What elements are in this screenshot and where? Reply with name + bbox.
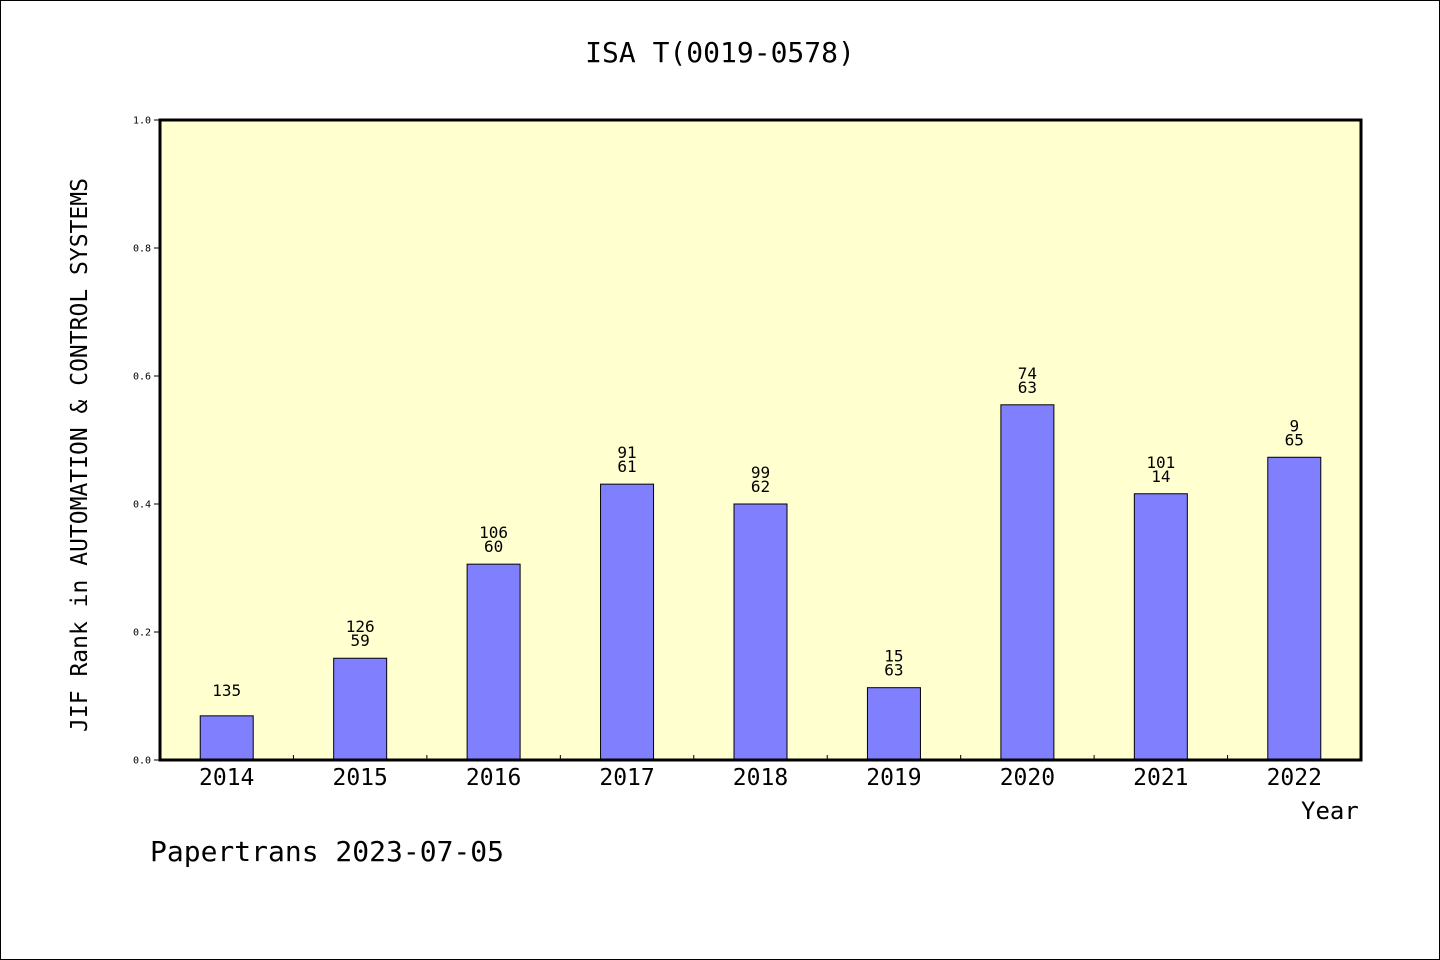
x-tick-label: 2015 (332, 765, 387, 791)
y-tick-label: 0.4 (133, 500, 151, 511)
bar-2016 (466, 563, 521, 761)
x-tick-label: 2017 (599, 765, 654, 791)
bar-label-top: 101 (1146, 453, 1175, 472)
bar-2017 (600, 483, 655, 761)
x-axis-label: Year (1301, 797, 1359, 825)
bar-2014 (199, 715, 254, 761)
x-tick-label: 2021 (1133, 765, 1188, 791)
bar-label-bottom: 14 (1151, 467, 1170, 486)
x-tick-label: 2020 (1000, 765, 1055, 791)
bar-label-bottom: 60 (484, 537, 503, 556)
bar-2021 (1133, 493, 1188, 761)
bar-label-bottom: 59 (351, 631, 370, 650)
x-tick-label: 2018 (733, 765, 788, 791)
x-tick-label: 2019 (866, 765, 921, 791)
bar-label-top: 135 (212, 681, 241, 700)
bar-2015 (333, 657, 388, 761)
y-tick-label: 0.8 (133, 244, 151, 255)
bar-label-top: 74 (1018, 364, 1037, 383)
bar-label-bottom: 63 (1018, 378, 1037, 397)
bar-label-bottom: 65 (1285, 430, 1304, 449)
bar-label-top: 126 (346, 617, 375, 636)
bar-label-top: 9 (1289, 416, 1299, 435)
bar-label-top: 99 (751, 463, 770, 482)
bar-label-top: 106 (479, 523, 508, 542)
bar-2018 (733, 503, 788, 761)
y-tick-label: 0.0 (133, 756, 151, 767)
x-tick-label: 2016 (466, 765, 521, 791)
bar-2020 (1000, 404, 1055, 761)
bar-2022 (1267, 456, 1322, 761)
y-tick-label: 0.2 (133, 628, 151, 639)
plot-border (158, 118, 1363, 762)
bar-2019 (866, 687, 921, 761)
y-tick-label: 1.0 (133, 116, 151, 127)
x-tick-label: 2014 (199, 765, 254, 791)
chart-title: ISA T(0019-0578) (585, 36, 855, 69)
bar-label-top: 91 (617, 443, 636, 462)
bar-label-top: 15 (884, 647, 903, 666)
y-tick-label: 0.6 (133, 372, 151, 383)
bar-label-bottom: 63 (884, 661, 903, 680)
bar-label-bottom: 62 (751, 477, 770, 496)
bar-label-bottom: 61 (617, 457, 636, 476)
x-tick-label: 2022 (1267, 765, 1322, 791)
footer-credit: Papertrans 2023-07-05 (150, 835, 505, 868)
